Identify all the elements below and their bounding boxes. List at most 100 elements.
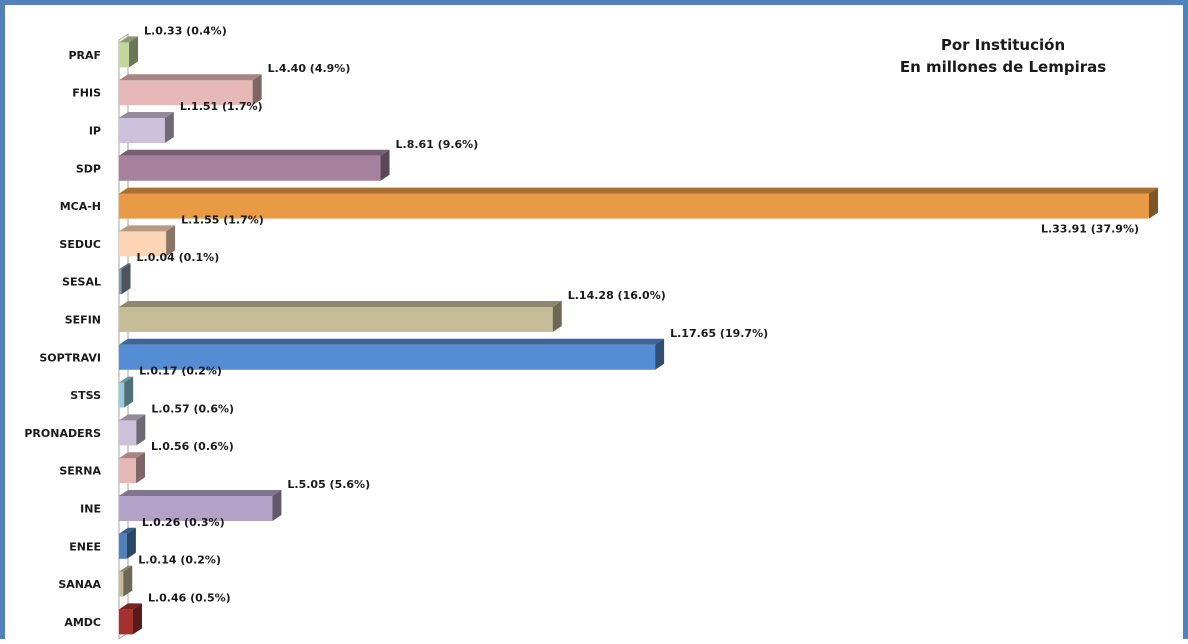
bars-layer (119, 36, 1158, 635)
bar-group (119, 338, 665, 370)
bar (119, 344, 656, 370)
bar-group (119, 452, 146, 484)
bar-top-face (119, 301, 562, 307)
bar-group (119, 263, 131, 295)
bar-top-face (119, 414, 146, 421)
value-label: L.0.46 (0.5%) (148, 591, 231, 604)
bar-group (119, 414, 146, 446)
value-label: L.1.55 (1.7%) (181, 213, 264, 226)
bar-side-face (380, 149, 390, 181)
value-label: L.8.61 (9.6%) (396, 138, 479, 151)
bar-side-face (129, 36, 139, 68)
bar-top-face (119, 490, 282, 496)
bar (119, 571, 124, 597)
bar-top-face (119, 263, 131, 270)
bar (119, 382, 125, 408)
bar-top-face (119, 452, 146, 459)
bar-top-face (119, 603, 142, 610)
bar-group (119, 565, 133, 597)
bar-group (119, 187, 1158, 219)
bar (119, 193, 1149, 219)
bar-top-face (119, 149, 390, 156)
bar-side-face (164, 112, 174, 143)
bar-top-face (119, 527, 136, 534)
bar (119, 609, 133, 635)
bar-group (119, 149, 390, 181)
bar-top-face (119, 187, 1158, 194)
bar-group (119, 225, 176, 257)
bar-side-face (1149, 187, 1158, 219)
bar (119, 80, 253, 106)
value-label: L.0.17 (0.2%) (139, 365, 222, 378)
category-label: SDP (76, 162, 101, 175)
bar (119, 118, 165, 143)
category-label: SESAL (62, 276, 101, 289)
bar-top-face (119, 36, 139, 43)
category-label: PRAF (68, 49, 101, 62)
value-label: L.0.26 (0.3%) (142, 516, 225, 529)
bar-chart: Por Institución En millones de Lempiras … (24, 24, 1158, 640)
bar-side-face (124, 376, 134, 408)
category-label: SOPTRAVI (39, 351, 101, 364)
value-label: L.1.51 (1.7%) (180, 100, 263, 113)
category-label: SEFIN (65, 314, 101, 327)
category-label: SERNA (59, 465, 101, 478)
category-label: STSS (70, 389, 101, 402)
bar-side-face (552, 301, 562, 332)
bar-side-face (123, 565, 133, 597)
bar (119, 42, 130, 68)
bar-group (119, 74, 262, 106)
value-label: L.33.91 (37.9%) (1041, 223, 1139, 236)
category-label: INE (80, 503, 101, 516)
category-label: SEDUC (59, 238, 101, 251)
bar-top-face (119, 74, 262, 81)
bar-top-face (119, 112, 174, 118)
bar-group (119, 301, 562, 332)
bar (119, 231, 167, 257)
bar-group (119, 36, 139, 68)
bar-side-face (166, 225, 176, 257)
bar-group (119, 527, 136, 559)
bar-side-face (252, 74, 262, 106)
category-label: FHIS (72, 87, 101, 100)
value-label: L.4.40 (4.9%) (268, 62, 351, 75)
value-label: L.17.65 (19.7%) (670, 327, 768, 340)
bar (119, 269, 122, 295)
bar-group (119, 376, 134, 408)
bar (119, 496, 273, 521)
category-label: AMDC (64, 616, 101, 629)
value-label: L.0.14 (0.2%) (138, 554, 221, 567)
bar (119, 533, 127, 559)
bar-side-face (126, 527, 136, 559)
bar-top-face (119, 338, 665, 345)
bar-top-face (119, 225, 176, 232)
bar-group (119, 490, 282, 521)
chart-title-block: Por Institución En millones de Lempiras (900, 36, 1106, 76)
bar-side-face (121, 263, 131, 295)
bar-side-face (655, 338, 665, 370)
bar (119, 307, 553, 332)
bar-side-face (136, 452, 146, 484)
value-label: L.14.28 (16.0%) (568, 289, 666, 302)
value-label: L.0.04 (0.1%) (137, 251, 220, 264)
bar-side-face (132, 603, 142, 635)
bar-side-face (136, 414, 146, 446)
category-label: ENEE (69, 540, 101, 553)
bar (119, 155, 381, 181)
chart-subtitle: En millones de Lempiras (900, 58, 1106, 76)
category-label: MCA-H (60, 200, 101, 213)
category-label: SANAA (58, 578, 101, 591)
bar-group (119, 112, 174, 143)
category-label: IP (89, 125, 101, 138)
chart-title: Por Institución (941, 36, 1065, 54)
bar (119, 458, 137, 484)
bar (119, 420, 137, 446)
bar-top-face (119, 565, 133, 572)
bar-group (119, 603, 142, 635)
value-label: L.0.33 (0.4%) (144, 24, 227, 37)
bar-side-face (272, 490, 282, 521)
value-label: L.5.05 (5.6%) (287, 478, 370, 491)
labels-layer: PRAF L.0.33 (0.4%) FHIS L.4.40 (4.9%) IP L.1.… (24, 24, 1139, 629)
category-label: PRONADERS (24, 427, 101, 440)
